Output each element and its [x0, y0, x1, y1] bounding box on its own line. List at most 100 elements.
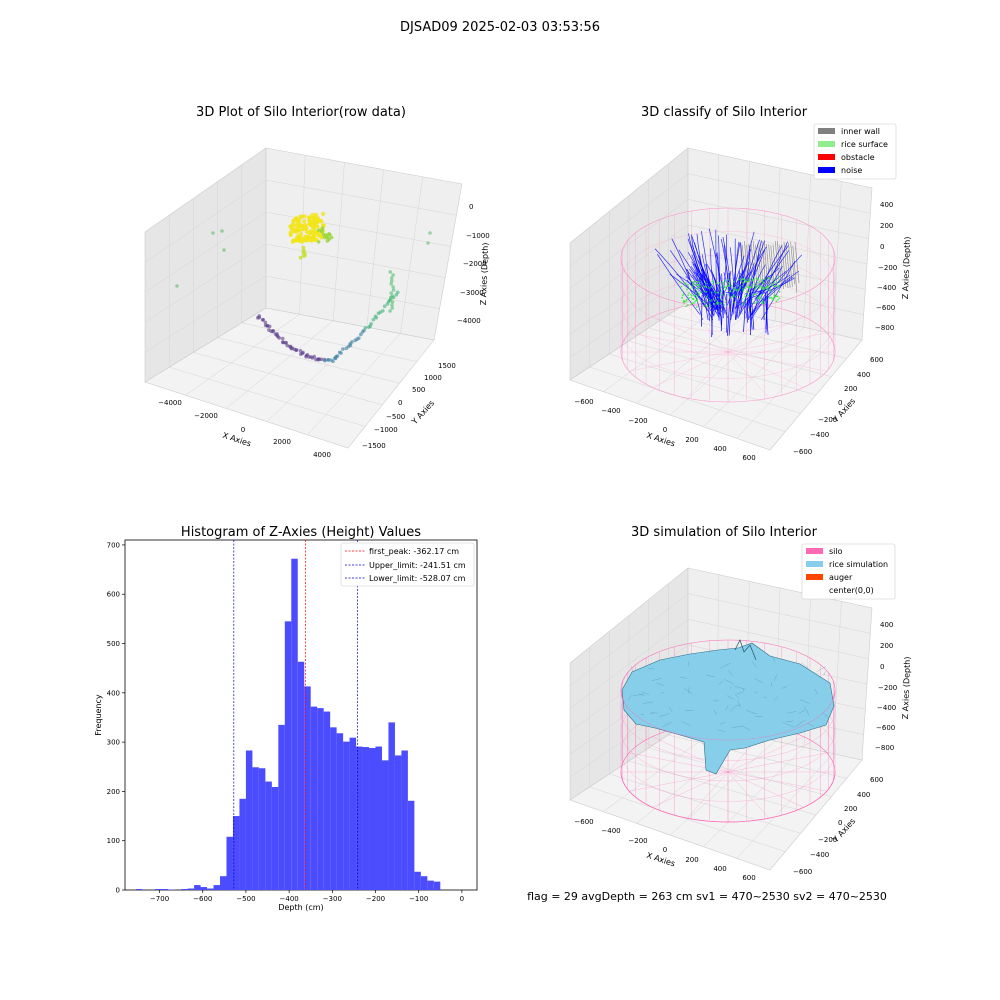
raw-y-tick: 1000 — [424, 374, 442, 382]
simulation-x-tick: −200 — [628, 837, 647, 845]
silo-front-rim — [620, 771, 836, 823]
rice-surface-point — [696, 295, 699, 298]
surface-mesh-line — [754, 691, 758, 694]
legend-first-peak: first_peak: -362.17 cm — [369, 547, 459, 556]
rice-surface-point — [688, 287, 691, 290]
simulation-x-tick: −400 — [601, 827, 620, 835]
classify-y-tick: −600 — [793, 448, 812, 456]
scatter-point — [312, 354, 317, 359]
histogram-y-tick-label: 600 — [107, 591, 120, 599]
rice-surface-point — [769, 290, 772, 292]
rice-surface-point — [777, 284, 780, 287]
rice-surface-point — [725, 280, 727, 283]
histogram-bar — [213, 885, 221, 890]
rice-surface-point — [690, 303, 693, 306]
raw-3d-axes-panes — [144, 147, 463, 449]
rice-surface-point — [695, 299, 697, 302]
surface-mesh-line — [782, 721, 794, 728]
rice-surface-point — [761, 300, 764, 303]
noise-point — [708, 228, 727, 301]
surface-mesh-line — [737, 700, 741, 707]
scatter-point — [308, 229, 313, 234]
rice-surface-point — [710, 285, 713, 288]
legend-lower-limit: Lower_limit: -528.07 cm — [369, 574, 466, 583]
rice-surface-point — [682, 293, 685, 296]
rice-surface-point — [750, 286, 753, 289]
rice-surface-point — [732, 286, 735, 289]
scatter-point — [316, 240, 321, 244]
rice-surface-point — [742, 290, 744, 292]
rice-surface-point — [708, 299, 711, 302]
noise-point — [748, 293, 752, 321]
histogram-bar — [135, 889, 143, 890]
inner-wall-point — [785, 243, 791, 288]
rice-surface-point — [686, 304, 689, 307]
gridline — [687, 619, 869, 659]
noise-point — [765, 290, 768, 329]
legend-swatch-rice-simulation — [806, 561, 823, 567]
rice-surface-point — [777, 276, 780, 279]
classify-y-tick: 0 — [838, 399, 842, 407]
inner-wall-point — [757, 243, 762, 288]
noise-point — [718, 299, 721, 321]
histogram-bar — [187, 888, 195, 890]
histogram-bar — [232, 816, 240, 890]
histogram-x-tick-label: −700 — [150, 895, 169, 903]
gridline — [193, 352, 383, 406]
rice-surface-point — [708, 287, 711, 289]
rice-surface-point — [730, 297, 733, 299]
histogram-bar — [265, 781, 272, 890]
rice-surface-point — [751, 283, 754, 286]
classify-x-label: X Axies — [645, 431, 676, 449]
histogram-bar — [226, 836, 233, 890]
histogram-y-tick-label: 100 — [107, 837, 120, 845]
rice-surface-point — [778, 290, 781, 293]
inner-wall-point — [794, 241, 800, 284]
rice-surface-point — [689, 293, 692, 296]
rice-surface-point — [761, 279, 764, 282]
gridline — [307, 333, 401, 435]
legend-swatch-auger — [806, 574, 823, 580]
scatter-point — [328, 233, 332, 237]
rice-surface-point — [720, 286, 723, 289]
rice-surface-point — [691, 285, 694, 288]
noise-point — [761, 261, 796, 320]
histogram-y-tick-label: 700 — [107, 541, 120, 549]
scatter-point — [389, 276, 394, 280]
noise-point — [654, 248, 698, 300]
surface-mesh-line — [794, 720, 806, 728]
rice-surface-point — [776, 295, 779, 298]
rice-surface-point — [739, 279, 742, 282]
gridline — [226, 320, 334, 409]
rice-surface-point — [716, 303, 719, 305]
surface-mesh-line — [651, 712, 658, 714]
legend-swatch-rice-surface — [818, 141, 835, 147]
rice-surface-point — [687, 283, 689, 286]
scatter-point — [267, 324, 272, 329]
classify-x-tick: 200 — [685, 436, 698, 444]
scatter-point — [326, 236, 330, 240]
rice-surface-point — [769, 288, 772, 291]
histogram-bars — [135, 558, 441, 890]
histogram-bar — [317, 708, 324, 890]
histogram-bar — [349, 737, 357, 890]
rice-surface-point — [724, 301, 727, 304]
scatter-point — [391, 288, 396, 292]
rice-surface-point — [722, 281, 725, 284]
rice-surface-point — [696, 283, 699, 286]
surface-mesh-line — [787, 711, 797, 714]
histogram-x-tick-label: −500 — [236, 895, 255, 903]
raw-x-tick: −4000 — [158, 399, 182, 407]
simulation-z-label: Z Axies (Depth) — [901, 656, 912, 719]
scatter-point — [307, 216, 312, 221]
rice-surface-point — [695, 292, 697, 295]
gridline — [609, 353, 801, 414]
noise-point — [750, 295, 755, 330]
surface-mesh-line — [724, 679, 734, 685]
gridline — [144, 243, 267, 323]
raw-3d-z-ticks: 0 −1000 −2000 −3000 −4000 — [457, 203, 490, 325]
noise-point — [750, 254, 803, 320]
noise-point — [701, 294, 703, 327]
rice-surface-point — [747, 294, 750, 297]
simulation-y-tick: 0 — [838, 819, 842, 827]
